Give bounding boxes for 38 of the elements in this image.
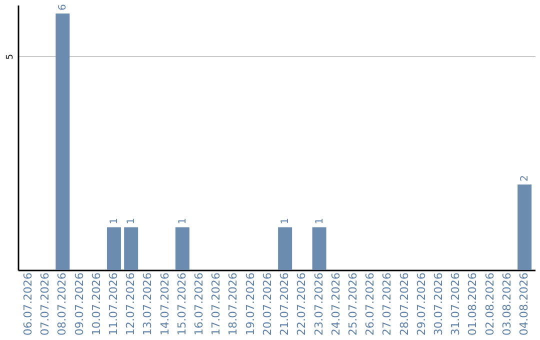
x-tick-label: 17.07.2026 (210, 272, 223, 336)
x-tick-label: 24.07.2026 (329, 272, 342, 336)
data-label: 1 (280, 218, 292, 224)
x-tick-label: 26.07.2026 (364, 272, 377, 336)
data-label: 6 (58, 4, 69, 11)
x-tick-label: 23.07.2026 (312, 272, 326, 336)
x-tick-label: 28.07.2026 (398, 272, 411, 336)
x-tick-label: 01.08.2026 (466, 272, 480, 336)
x-tick-label: 25.07.2026 (346, 272, 360, 336)
x-tick-label: 11.07.2026 (106, 272, 120, 336)
x-tick-label: 06.07.2026 (21, 272, 34, 336)
x-tick-label: 03.08.2026 (500, 272, 514, 336)
x-tick-label: 02.08.2026 (483, 272, 496, 336)
x-tick-label: 19.07.2026 (244, 272, 257, 336)
x-tick-label: 30.07.2026 (432, 272, 446, 336)
data-label: 2 (520, 175, 531, 182)
x-tick-label: 10.07.2026 (90, 272, 103, 336)
data-label: 1 (177, 218, 188, 224)
x-tick-label: 20.07.2026 (260, 272, 274, 336)
x-tick-label: 07.07.2026 (38, 272, 52, 336)
x-tick-label: 04.08.2026 (518, 272, 531, 336)
x-tick-label: 09.07.2026 (72, 272, 86, 336)
x-tick-label: 15.07.2026 (175, 272, 188, 336)
x-tick-label: 08.07.2026 (56, 272, 69, 336)
x-tick-label: 31.07.2026 (449, 272, 462, 336)
x-tick-label: 16.07.2026 (192, 272, 206, 336)
x-tick-label: 22.07.2026 (295, 272, 308, 336)
data-label: 1 (126, 218, 138, 224)
x-tick-label: 12.07.2026 (124, 272, 138, 336)
y-tick-label: 5 (6, 54, 16, 60)
x-tick-label: 18.07.2026 (226, 272, 240, 336)
x-tick-label: 27.07.2026 (380, 272, 394, 336)
data-label: 1 (108, 218, 120, 224)
x-tick-label: 21.07.2026 (278, 272, 292, 336)
x-tick-label: 29.07.2026 (414, 272, 428, 336)
x-tick-label: 13.07.2026 (141, 272, 154, 336)
x-tick-label: 14.07.2026 (158, 272, 172, 336)
data-label: 1 (314, 218, 326, 224)
